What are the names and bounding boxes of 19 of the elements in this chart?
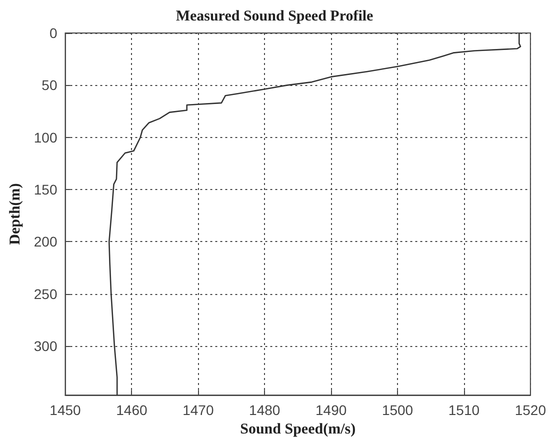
y-axis-title: Depth(m) [8, 183, 24, 245]
y-tick-label: 150 [34, 182, 58, 198]
y-tick-label: 250 [34, 286, 58, 302]
y-tick-label: 300 [34, 338, 58, 354]
y-tick-label: 100 [34, 129, 58, 146]
x-tick-label: 1460 [116, 402, 148, 418]
chart-title: Measured Sound Speed Profile [176, 8, 374, 24]
x-tick-label: 1470 [182, 402, 214, 418]
x-tick-label: 1520 [514, 402, 546, 418]
line-series [108, 32, 522, 396]
y-tick-label: 200 [34, 234, 58, 250]
x-tick-label: 1450 [50, 402, 82, 418]
x-axis-title: Sound Speed(m/s) [240, 422, 356, 438]
x-tick-label: 1500 [382, 402, 414, 418]
x-tick-label: 1480 [249, 402, 280, 418]
y-tick-label: 0 [49, 25, 58, 41]
y-tick-label: 50 [42, 77, 58, 94]
x-tick-label: 1510 [448, 402, 480, 418]
x-tick-label: 1490 [315, 402, 347, 418]
